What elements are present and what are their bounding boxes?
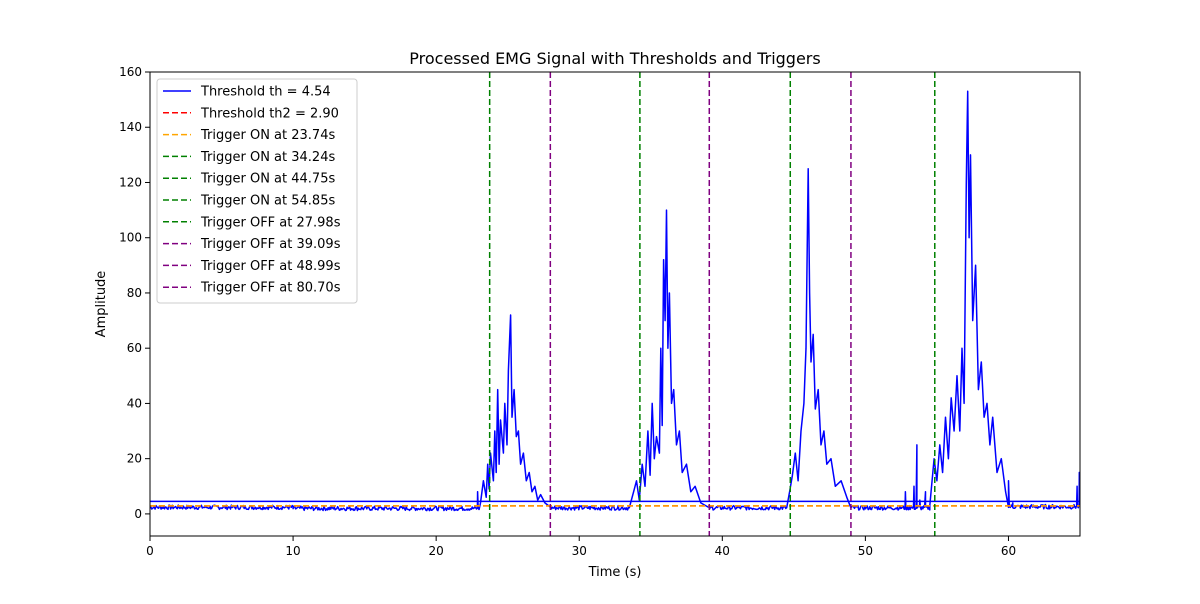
legend-label: Trigger OFF at 48.99s	[200, 259, 341, 274]
x-tick-label: 0	[146, 544, 154, 558]
x-axis-label: Time (s)	[588, 565, 642, 580]
legend-label: Trigger ON at 34.24s	[200, 150, 335, 165]
x-tick-label: 20	[429, 544, 444, 558]
legend-label: Threshold th = 4.54	[200, 85, 331, 100]
x-tick-label: 30	[572, 544, 587, 558]
emg-signal-line	[150, 90, 1080, 512]
plot-inner	[150, 72, 1080, 536]
y-tick-label: 160	[119, 65, 142, 79]
x-tick-label: 40	[715, 544, 730, 558]
y-tick-label: 140	[119, 120, 142, 134]
chart-title: Processed EMG Signal with Thresholds and…	[409, 49, 820, 68]
y-tick-label: 20	[127, 452, 142, 466]
y-axis-label: Amplitude	[94, 271, 109, 338]
axes: 0 10 20 30 40 50 60 0 20 40 60 80 100 120 140 160	[119, 65, 1081, 558]
legend-label: Threshold th2 = 2.90	[200, 106, 339, 121]
legend-label: Trigger OFF at 27.98s	[200, 215, 341, 230]
y-tick-label: 60	[127, 341, 142, 355]
legend: Threshold th = 4.54 Threshold th2 = 2.90 T…	[156, 78, 358, 304]
x-tick-label: 10	[285, 544, 300, 558]
y-tick-label: 80	[127, 286, 142, 300]
x-tick-label: 60	[1001, 544, 1016, 558]
legend-label: Trigger OFF at 80.70s	[200, 281, 341, 296]
axes-frame	[149, 71, 1081, 537]
legend-label: Trigger OFF at 39.09s	[200, 237, 341, 252]
legend-label: Trigger ON at 54.85s	[200, 194, 335, 209]
legend-label: Trigger ON at 44.75s	[200, 172, 335, 187]
y-tick-label: 100	[119, 231, 142, 245]
y-tick-label: 0	[134, 507, 142, 521]
legend-box	[156, 78, 358, 304]
y-tick-label: 40	[127, 396, 142, 410]
x-tick-label: 50	[858, 544, 873, 558]
legend-label: Trigger ON at 23.74s	[200, 128, 335, 143]
plot-area	[150, 72, 1080, 536]
y-tick-label: 120	[119, 175, 142, 189]
